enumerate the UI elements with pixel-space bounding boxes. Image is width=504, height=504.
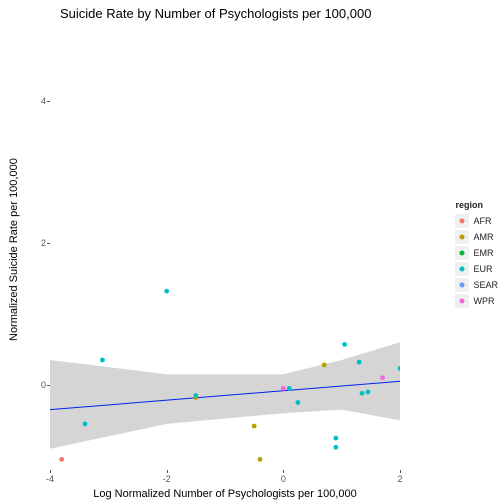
- legend-item: EMR: [455, 246, 498, 260]
- x-tick: [50, 470, 51, 473]
- data-point: [193, 393, 198, 398]
- chart-title: Suicide Rate by Number of Psychologists …: [60, 6, 371, 21]
- legend-label: EMR: [473, 248, 493, 258]
- x-axis-label: Log Normalized Number of Psychologists p…: [50, 488, 400, 500]
- legend-dot-icon: [460, 235, 465, 240]
- legend-item: AMR: [455, 230, 498, 244]
- legend-label: AFR: [473, 216, 491, 226]
- legend-item: SEAR: [455, 278, 498, 292]
- data-point: [333, 436, 338, 441]
- x-tick-label: 0: [281, 474, 286, 484]
- data-point: [164, 289, 169, 294]
- data-point: [357, 360, 362, 365]
- data-point: [287, 386, 292, 391]
- x-tick-label: -2: [163, 474, 171, 484]
- legend-title: region: [455, 200, 498, 210]
- legend-swatch: [455, 246, 469, 260]
- legend-item: EUR: [455, 262, 498, 276]
- data-point: [333, 445, 338, 450]
- y-tick: [47, 243, 50, 244]
- x-tick: [167, 470, 168, 473]
- data-point: [258, 457, 263, 462]
- legend-dot-icon: [460, 251, 465, 256]
- data-point: [281, 386, 286, 391]
- y-tick: [47, 385, 50, 386]
- data-point: [100, 358, 105, 363]
- data-point: [322, 363, 327, 368]
- legend-label: AMR: [473, 232, 493, 242]
- legend-label: SEAR: [473, 280, 498, 290]
- legend-label: EUR: [473, 264, 492, 274]
- legend-label: WPR: [473, 296, 494, 306]
- legend-swatch: [455, 294, 469, 308]
- legend-dot-icon: [460, 283, 465, 288]
- legend-swatch: [455, 278, 469, 292]
- legend-swatch: [455, 262, 469, 276]
- legend-dot-icon: [460, 299, 465, 304]
- legend-item: AFR: [455, 214, 498, 228]
- data-point: [83, 421, 88, 426]
- chart-container: Suicide Rate by Number of Psychologists …: [0, 0, 504, 504]
- data-point: [342, 342, 347, 347]
- data-point: [380, 375, 385, 380]
- data-point: [366, 390, 371, 395]
- legend-dot-icon: [460, 219, 465, 224]
- data-point: [360, 391, 365, 396]
- legend-dot-icon: [460, 267, 465, 272]
- y-tick-label: 4: [41, 96, 46, 106]
- data-point: [59, 457, 64, 462]
- x-tick-label: -4: [46, 474, 54, 484]
- data-point: [252, 424, 257, 429]
- data-point: [296, 400, 301, 405]
- y-axis-label: Normalized Suicide Rate per 100,000: [8, 30, 20, 470]
- plot-area: [50, 30, 400, 470]
- x-tick-label: 2: [397, 474, 402, 484]
- y-tick-label: 0: [41, 380, 46, 390]
- legend-swatch: [455, 214, 469, 228]
- y-tick-label: 2: [41, 238, 46, 248]
- x-tick: [283, 470, 284, 473]
- y-tick: [47, 101, 50, 102]
- legend: region AFR AMR EMR EUR SEAR WPR: [455, 200, 498, 310]
- legend-item: WPR: [455, 294, 498, 308]
- legend-swatch: [455, 230, 469, 244]
- x-tick: [400, 470, 401, 473]
- plot-svg: [50, 30, 400, 470]
